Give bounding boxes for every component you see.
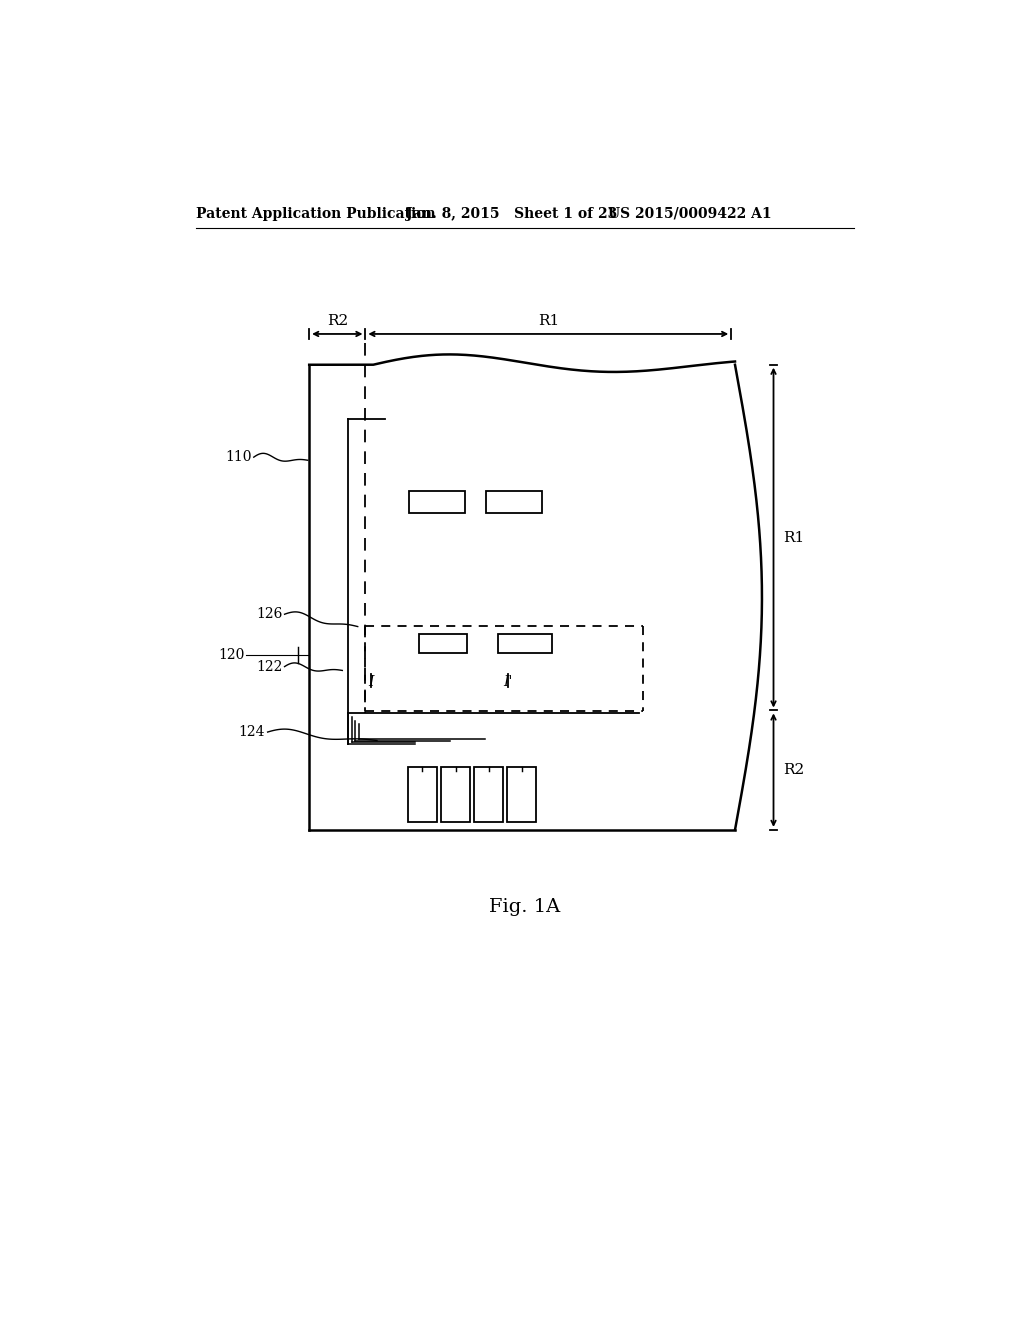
Text: 120: 120 <box>218 648 245 663</box>
Bar <box>486 491 542 512</box>
Text: Jan. 8, 2015   Sheet 1 of 23: Jan. 8, 2015 Sheet 1 of 23 <box>407 207 617 220</box>
Text: 110: 110 <box>225 450 252 465</box>
Text: 126: 126 <box>256 607 283 622</box>
Bar <box>498 635 552 653</box>
Bar <box>419 635 467 653</box>
Text: R1: R1 <box>538 314 559 327</box>
Text: R2: R2 <box>327 314 348 327</box>
Text: 122: 122 <box>256 660 283 673</box>
Text: R1: R1 <box>782 531 804 545</box>
Text: I: I <box>368 675 374 689</box>
Text: R2: R2 <box>782 763 804 777</box>
Bar <box>441 767 470 822</box>
Bar <box>408 767 437 822</box>
Bar <box>410 491 465 512</box>
Text: Patent Application Publication: Patent Application Publication <box>196 207 435 220</box>
Text: 124: 124 <box>239 725 265 739</box>
Text: Fig. 1A: Fig. 1A <box>489 898 560 916</box>
Text: I': I' <box>503 675 513 689</box>
Bar <box>474 767 503 822</box>
Text: US 2015/0009422 A1: US 2015/0009422 A1 <box>608 207 772 220</box>
Bar <box>507 767 537 822</box>
